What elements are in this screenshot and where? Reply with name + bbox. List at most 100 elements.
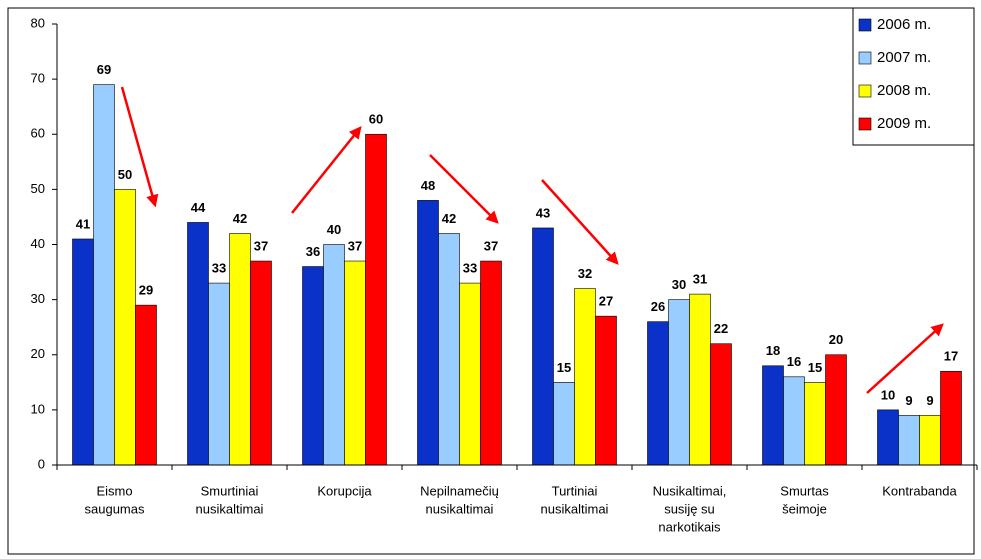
- bar: [595, 315, 617, 466]
- bar: [574, 288, 596, 466]
- arrow: [866, 323, 944, 394]
- value-label: 10: [881, 387, 895, 402]
- legend-box: [852, 7, 975, 146]
- legend-label: 2008 m.: [877, 82, 931, 99]
- value-label: 9: [926, 393, 933, 408]
- value-label: 40: [327, 222, 341, 237]
- value-label: 20: [829, 332, 843, 347]
- value-label: 42: [233, 211, 247, 226]
- x-tick-label: Turtiniai: [552, 483, 598, 498]
- value-label: 42: [442, 211, 456, 226]
- bar: [825, 354, 847, 466]
- bar: [668, 299, 690, 466]
- bar: [804, 382, 826, 466]
- value-label: 41: [76, 216, 90, 231]
- bar: [187, 222, 209, 466]
- bar: [250, 260, 272, 466]
- x-tick-label: Smurtiniai: [201, 483, 259, 498]
- value-label: 29: [139, 283, 153, 298]
- arrow: [120, 86, 159, 208]
- bar: [417, 200, 439, 466]
- value-label: 60: [369, 112, 383, 127]
- value-label: 15: [808, 360, 822, 375]
- bar: [689, 293, 711, 466]
- value-label: 22: [714, 321, 728, 336]
- annotation-arrows: [120, 86, 944, 394]
- bar: [344, 260, 366, 466]
- x-tick-label: šeimoje: [782, 501, 827, 516]
- y-tick-label: 10: [31, 401, 45, 416]
- value-label: 69: [97, 62, 111, 77]
- bar: [762, 365, 784, 466]
- bar: [877, 409, 899, 466]
- legend-label: 2006 m.: [877, 16, 931, 33]
- y-tick-label: 50: [31, 181, 45, 196]
- value-label: 18: [766, 343, 780, 358]
- x-tick-label: nusikaltimai: [541, 501, 609, 516]
- value-label: 43: [536, 205, 550, 220]
- bar: [323, 244, 345, 466]
- bar: [647, 321, 669, 466]
- y-tick-label: 40: [31, 236, 45, 251]
- value-label: 37: [348, 238, 362, 253]
- value-label: 44: [191, 200, 206, 215]
- arrow: [541, 179, 619, 265]
- bar: [898, 415, 920, 466]
- bar: [532, 227, 554, 466]
- legend-label: 2009 m.: [877, 115, 931, 132]
- x-tick-label: susiję su: [664, 501, 715, 516]
- value-label: 33: [463, 261, 477, 276]
- bar: [438, 233, 460, 466]
- bar: [919, 415, 941, 466]
- bar: [135, 304, 157, 466]
- y-tick-label: 20: [31, 346, 45, 361]
- y-tick-label: 80: [31, 15, 45, 30]
- value-label: 50: [118, 167, 132, 182]
- legend-swatch: [858, 51, 872, 65]
- x-tick-label: Korupcija: [317, 483, 372, 498]
- value-label: 26: [651, 299, 665, 314]
- value-label: 16: [787, 354, 801, 369]
- bar: [208, 282, 230, 466]
- y-tick-label: 30: [31, 291, 45, 306]
- value-label: 15: [557, 360, 571, 375]
- bar: [302, 266, 324, 466]
- x-tick-label: Kontrabanda: [882, 483, 957, 498]
- value-label: 17: [944, 349, 958, 364]
- bar: [480, 260, 502, 466]
- bar: [365, 133, 387, 466]
- x-tick-label: saugumas: [85, 501, 145, 516]
- x-tick-label: Nusikaltimai,: [653, 483, 727, 498]
- legend-swatch: [858, 117, 872, 131]
- value-label: 27: [599, 294, 613, 309]
- bar: [710, 343, 732, 466]
- bar: [783, 376, 805, 466]
- value-label: 31: [693, 272, 707, 287]
- value-label: 48: [421, 178, 435, 193]
- value-label: 9: [905, 393, 912, 408]
- value-label: 32: [578, 266, 592, 281]
- y-tick-label: 60: [31, 126, 45, 141]
- legend-label: 2007 m.: [877, 49, 931, 66]
- value-label: 37: [254, 238, 268, 253]
- arrow: [429, 154, 499, 224]
- value-label: 36: [306, 244, 320, 259]
- legend-swatch: [858, 18, 872, 32]
- value-label: 30: [672, 277, 686, 292]
- x-tick-label: nusikaltimai: [426, 501, 494, 516]
- x-tick-label: narkotikais: [658, 519, 721, 534]
- bar: [553, 382, 575, 466]
- bar: [114, 189, 136, 466]
- x-tick-label: Nepilnamečių: [420, 483, 499, 498]
- legend-swatch: [858, 84, 872, 98]
- bar: [93, 84, 115, 466]
- y-tick-label: 70: [31, 71, 45, 86]
- arrow: [291, 126, 362, 214]
- value-label: 33: [212, 261, 226, 276]
- bar: [72, 238, 94, 466]
- bar: [459, 282, 481, 466]
- x-tick-label: Smurtas: [780, 483, 829, 498]
- x-tick-label: Eismo: [96, 483, 132, 498]
